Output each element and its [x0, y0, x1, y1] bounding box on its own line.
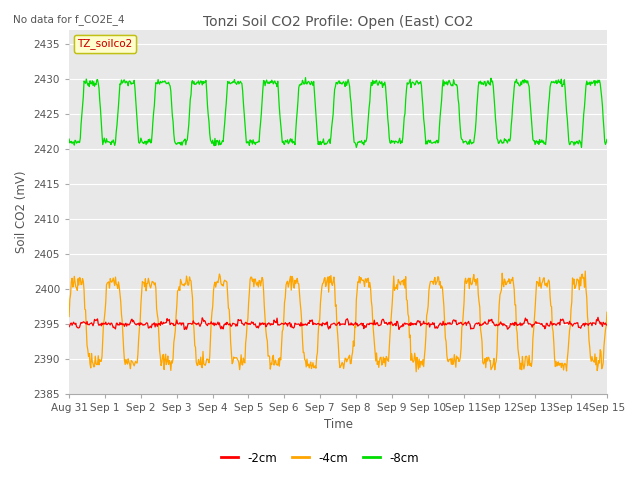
X-axis label: Time: Time [323, 419, 353, 432]
Legend: -2cm, -4cm, -8cm: -2cm, -4cm, -8cm [216, 447, 424, 469]
Text: No data for f_CO2E_4: No data for f_CO2E_4 [13, 14, 124, 25]
Y-axis label: Soil CO2 (mV): Soil CO2 (mV) [15, 171, 28, 253]
Legend: TZ_soilco2: TZ_soilco2 [74, 36, 136, 52]
Title: Tonzi Soil CO2 Profile: Open (East) CO2: Tonzi Soil CO2 Profile: Open (East) CO2 [203, 15, 473, 29]
